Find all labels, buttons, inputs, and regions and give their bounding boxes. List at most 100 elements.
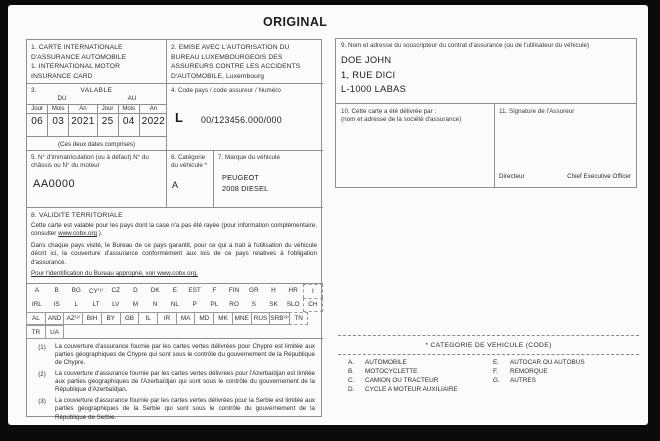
box8-paragraph-2: Dans chaque pays visité, le Bureau de ce… [31,241,317,266]
country-code: FIN [228,287,240,295]
box7-label: 7. Marque du véhicule [218,154,280,161]
directeur-label: Directeur [499,173,525,180]
footnotes-section: (1) La couverture d'assurance fournie pa… [27,339,323,421]
country-code: M [132,301,139,309]
ceo-label: Chief Executive Officer [567,173,631,180]
country-row-2: IRL IS L LT LV M N NL P PL RO S SK SLO CH [27,297,323,312]
country-code: CY⁽¹⁾ [88,287,104,295]
country-row-4: TR UA [26,325,323,339]
category-code: D. [348,386,355,394]
category-label: AUTOCAR OU AUTOBUS [510,359,585,366]
country-row-1: A B BG CY⁽¹⁾ CZ D DK E EST F FIN GR H HR I [27,284,323,298]
policyholder-city: L-1000 LABAS [341,83,407,94]
date-to-day-cell: Jour 25 [96,104,119,137]
date-from-day-cell: Jour 06 [27,104,49,137]
country-code: TR [26,325,46,339]
box1-line1: 1. CARTE INTERNATIONALE [31,44,123,51]
category-code: G. [493,377,500,385]
country-code: P [192,301,197,309]
category-item: F. REMORQUE [493,368,638,376]
country-code: S [251,301,256,309]
country-code: BIH [82,311,102,326]
category-code: B. [348,368,355,376]
category-columns: A. AUTOMOBILE B. MOTOCYCLETTE C. CAMION … [338,355,639,395]
country-code: IRL [31,301,42,309]
policyholder-name: DOE JOHN [341,55,392,66]
category-column-left: A. AUTOMOBILE B. MOTOCYCLETTE C. CAMION … [348,359,493,395]
country-code: MNE [231,311,252,326]
date-to-month-cell: Mois 04 [117,104,140,137]
box3-number: 3. [31,87,37,94]
policyholder-street: 1, RUE DICI [341,69,396,80]
from-day: 06 [31,116,43,127]
box8-paragraph-3: Pour l'identification du Bureau appropri… [31,269,198,277]
footnote: (3) La couverture d'assurance fournie pa… [29,397,317,421]
box1-line2: D'ASSURANCE AUTOMOBILE [31,53,127,61]
to-day: 25 [101,116,114,127]
country-code: IL [138,311,159,326]
category-item: A. AUTOMOBILE [348,359,493,367]
country-code: EST [188,287,201,295]
box9-policyholder: 9. Nom et adresse du souscripteur du con… [335,38,637,104]
category-label: MOTOCYCLETTE [365,368,418,376]
col-an-2: An [139,105,168,114]
valable-label: VALABLE [80,87,113,94]
category-label: AUTOMOBILE [365,359,407,366]
category-item: B. MOTOCYCLETTE [348,368,493,376]
country-code: MD [194,311,215,326]
du-label: DU [57,95,67,102]
country-code: TN [288,311,309,326]
country-code: AND [44,311,65,326]
country-code: GR [248,287,259,295]
country-code: SK [269,301,278,309]
col-jour-2: Jour [97,105,118,114]
box11-insurer-signature: 11. Signature de l'Assureur Directeur Ch… [494,104,637,188]
country-code: SRB⁽³⁾ [269,311,290,326]
country-code: I [303,284,323,298]
category-code: E. [493,359,500,366]
left-card: 1. CARTE INTERNATIONALE D'ASSURANCE AUTO… [26,39,323,421]
p1-text-end: ). [97,230,103,238]
category-label: AUTRES [510,377,536,385]
date-to-year-cell: An 2022 [138,104,168,137]
country-code: B [54,287,59,295]
category-column-right: E. AUTOCAR OU AUTOBUS F. REMORQUE G. AUT… [493,359,638,395]
category-code: F. [493,368,498,376]
signature-titles: Directeur Chief Executive Officer [499,173,631,180]
category-item: C. CAMION OU TRACTEUR [348,377,493,385]
dashed-divider-top [338,335,639,336]
box2-issuing-bureau: 2. EMISE AVEC L'AUTORISATION DU BUREAU L… [167,40,323,84]
au-label: AU [127,95,137,102]
country-code: DK [150,287,160,295]
country-code: LV [112,301,120,309]
footnote-number: (3) [38,398,46,406]
country-code: IR [157,311,177,326]
box1-line3: 1. INTERNATIONAL MOTOR [31,63,121,71]
category-item: E. AUTOCAR OU AUTOBUS [493,359,638,367]
country-codes-table: A B BG CY⁽¹⁾ CZ D DK E EST F FIN GR H HR I IRL IS L LT LV M… [26,284,323,339]
footnote-number: (1) [38,344,46,351]
country-code: E [172,287,178,295]
category-legend-title: * CATEGORIE DE VEHICULE (CODE) [425,342,552,349]
box1-line4: INSURANCE CARD [31,72,93,80]
country-code: N [152,301,158,309]
cobx-link: www.cobx.org [58,230,98,238]
dates-inclusive-note: (Ces deux dates comprises) [57,141,136,148]
country-code: RUS [250,311,271,326]
policyholder-address: DOE JOHN 1, RUE DICI L-1000 LABAS [341,53,631,96]
country-code-value: L [175,110,183,125]
dashed-divider-mid [338,354,639,355]
country-code: MA [175,311,196,326]
col-an: An [69,105,97,114]
validity-date-grid: Jour 06 Mois 03 An 2021 Jour 25 Mois 0 [27,104,168,137]
from-month: 03 [52,116,65,127]
category-label: CAMION OU TRACTEUR [365,377,439,385]
country-code: CH [303,297,323,312]
col-mois-2: Mois [118,105,139,114]
to-month: 04 [122,116,135,127]
box10-label-line1: 10. Cette carte a été délivrée par : [341,108,437,115]
box8-territorial-validity: 8. VALIDITE TERRITORIALE Cette carte est… [27,208,323,284]
country-code: F [212,287,217,295]
box5-registration: 5. N° d'immatriculation (ou à défaut) N°… [27,151,167,208]
